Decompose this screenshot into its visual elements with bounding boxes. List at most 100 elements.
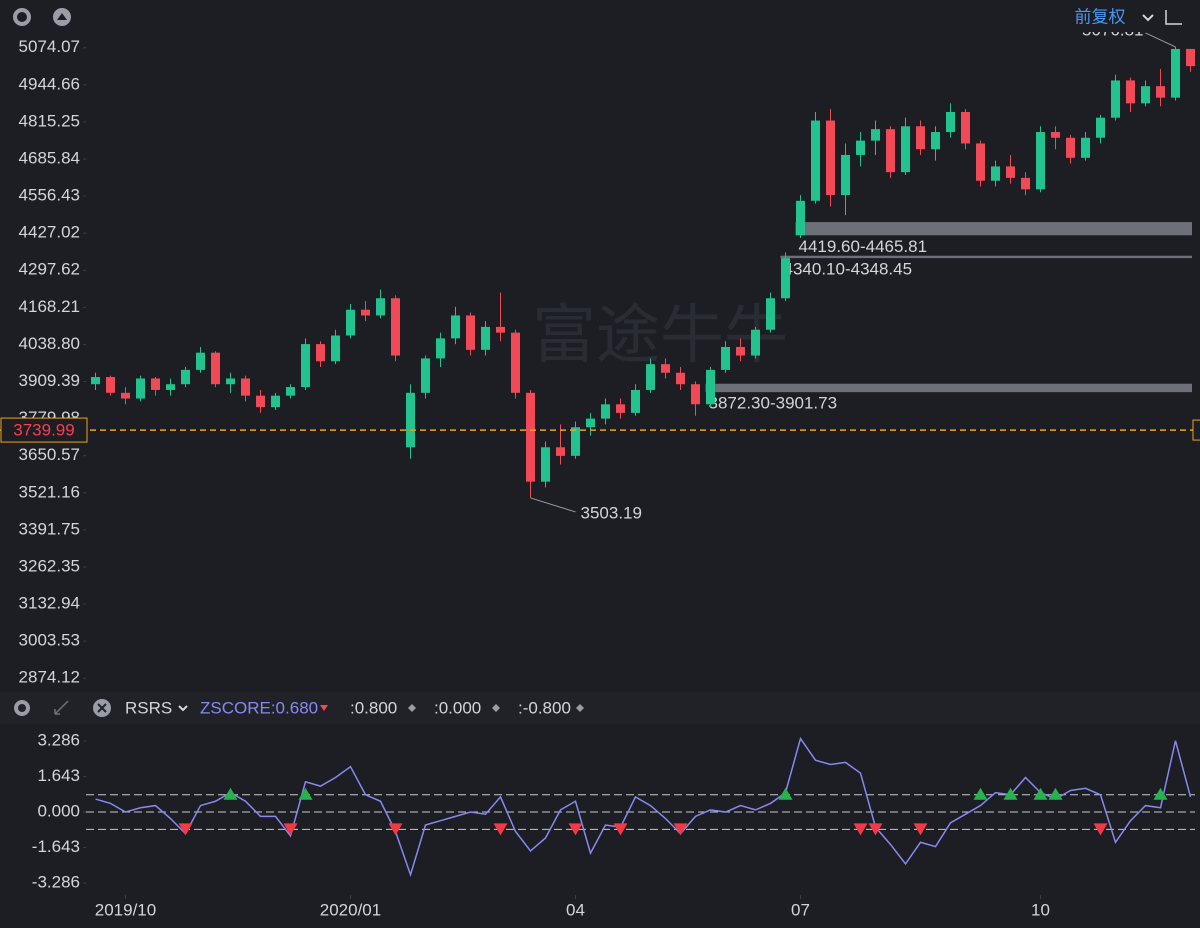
indicator-name[interactable]: RSRS <box>125 698 172 717</box>
y-tick-label: 1.643 <box>37 766 80 785</box>
y-tick-label: 3650.57 <box>19 445 80 464</box>
candle-body <box>1021 177 1030 190</box>
candle-body <box>1111 80 1120 118</box>
buy-signal <box>1048 787 1063 800</box>
sell-signal <box>1093 823 1108 836</box>
buy-signal <box>1153 787 1168 800</box>
candle-body <box>946 111 955 133</box>
candle-body <box>541 447 550 482</box>
candle-body <box>991 166 1000 181</box>
level-diamond <box>408 704 416 712</box>
close-x <box>97 703 107 713</box>
sell-signal <box>613 823 628 836</box>
low-label: 3503.19 <box>581 503 642 522</box>
indicator-bar <box>0 692 1200 724</box>
buy-signal <box>973 787 988 800</box>
candle-body <box>181 369 190 385</box>
candle-body <box>1036 132 1045 190</box>
candle-body <box>931 132 940 150</box>
buy-signal <box>1003 787 1018 800</box>
candle-body <box>1066 137 1075 158</box>
candle-body <box>976 143 985 181</box>
y-tick-label: 3132.94 <box>19 594 80 613</box>
candle-body <box>121 392 130 399</box>
candle-body <box>601 404 610 419</box>
level-diamond <box>576 704 584 712</box>
candle-body <box>871 129 880 141</box>
y-tick-label: 4815.25 <box>19 111 80 130</box>
x-tick-label: 2020/01 <box>320 900 381 919</box>
zone <box>705 383 1192 393</box>
indicator-panel: 3.286 1.643 0.000 -1.643 -3.286 <box>32 731 1195 892</box>
candle-body <box>241 378 250 396</box>
candle-body <box>901 126 910 173</box>
y-tick-label: 5074.07 <box>19 37 80 56</box>
candle-body <box>301 344 310 388</box>
y-tick-label: 4427.02 <box>19 223 80 242</box>
candle-body <box>1096 117 1105 138</box>
sell-signal <box>178 823 193 836</box>
y-tick-label: 3.286 <box>37 731 80 750</box>
candle-body <box>886 129 895 173</box>
y-tick-label: 2874.12 <box>19 668 80 687</box>
toolbar <box>0 0 1200 32</box>
candle-body <box>841 154 850 196</box>
zone-label: 3872.30-3901.73 <box>709 394 838 413</box>
candle-body <box>646 364 655 390</box>
candle-body <box>1126 80 1135 104</box>
adjust-button[interactable]: 前复权 <box>1075 7 1126 26</box>
low-pointer <box>530 497 576 513</box>
candle-body <box>91 377 100 385</box>
candle-body <box>271 395 280 408</box>
settings-icon[interactable] <box>13 8 31 26</box>
indicator-dropdown[interactable] <box>178 705 188 712</box>
candle-body <box>586 418 595 428</box>
candle-body <box>451 315 460 339</box>
y-tick-label: 3909.39 <box>19 371 80 390</box>
last-price-marker <box>1192 419 1200 441</box>
candle-body <box>166 384 175 390</box>
candle-body <box>721 346 730 370</box>
sell-signal <box>283 823 298 836</box>
candle-body <box>676 372 685 385</box>
buy-signal <box>298 787 313 800</box>
candle-body <box>136 378 145 399</box>
candle-body <box>826 120 835 196</box>
candle-body <box>1156 86 1165 98</box>
y-tick-label: 3003.53 <box>19 631 80 650</box>
zone-label: 4419.60-4465.81 <box>799 237 928 256</box>
xy-icon[interactable] <box>1165 10 1182 25</box>
candle-body <box>856 140 865 155</box>
x-tick-label: 07 <box>791 900 810 919</box>
buy-signal <box>1033 787 1048 800</box>
candle-body <box>661 364 670 373</box>
candle-body <box>511 332 520 393</box>
legend-entry: ZSCORE:0.680 <box>200 698 318 717</box>
y-tick-label: 4297.62 <box>19 260 80 279</box>
x-tick-label: 10 <box>1031 900 1050 919</box>
candle-body <box>226 378 235 385</box>
sell-signal <box>853 823 868 836</box>
candle-body <box>526 392 535 482</box>
y-tick-label: 3521.16 <box>19 482 80 501</box>
candle-body <box>496 326 505 333</box>
sell-signal <box>913 823 928 836</box>
sell-signal <box>388 823 403 836</box>
candle-body <box>691 384 700 405</box>
candle-body <box>961 111 970 144</box>
candle-body <box>1051 132 1060 138</box>
candle-body <box>736 346 745 356</box>
expand-icon[interactable] <box>54 700 69 715</box>
candle-body <box>211 352 220 385</box>
candle-body <box>361 309 370 316</box>
candle-body <box>196 352 205 370</box>
candle-body <box>1006 166 1015 178</box>
candle-body <box>631 389 640 413</box>
level-label: :-0.800 <box>518 698 571 717</box>
indicator-settings[interactable] <box>14 700 30 716</box>
candle-body <box>751 329 760 356</box>
adjust-dropdown[interactable] <box>1142 14 1154 22</box>
candle-body <box>916 126 925 150</box>
